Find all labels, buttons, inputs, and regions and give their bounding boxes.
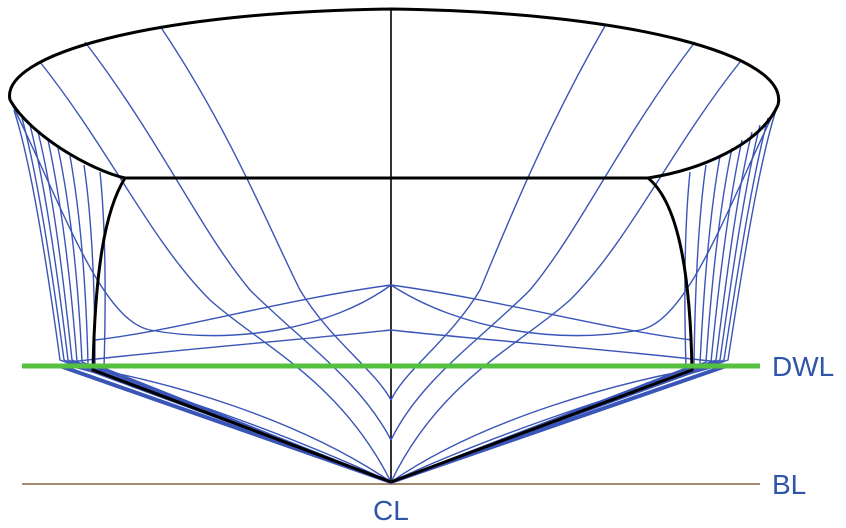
midship-section-left bbox=[91, 177, 392, 484]
station-lines bbox=[9, 25, 781, 485]
dwl-label: DWL bbox=[772, 351, 834, 382]
deck-edge bbox=[8, 99, 780, 180]
bl-label: BL bbox=[772, 469, 806, 500]
midship-section-right bbox=[390, 176, 694, 484]
hull-outline bbox=[8, 7, 781, 484]
sheer-line bbox=[8, 7, 781, 106]
cl-label: CL bbox=[373, 495, 409, 526]
